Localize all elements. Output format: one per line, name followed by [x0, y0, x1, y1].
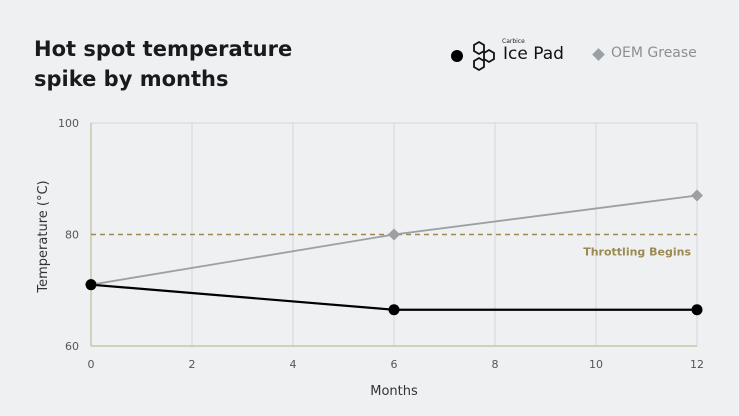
data-point-ice-pad: [388, 304, 400, 316]
legend-brand-small: Carbice: [502, 38, 525, 45]
chart-title: Hot spot temperature spike by months: [34, 37, 293, 91]
x-tick-label: 12: [690, 358, 704, 371]
x-tick-label: 4: [290, 358, 297, 371]
data-point-oem-grease: [691, 189, 703, 202]
y-tick-label: 60: [65, 340, 79, 353]
legend-brand-name: Ice Pad: [503, 44, 564, 64]
legend-marker-circle: [451, 50, 463, 62]
x-tick-label: 2: [189, 358, 196, 371]
throttling-annotation: Throttling Begins: [583, 246, 691, 259]
carbice-logo-icon: [473, 40, 495, 72]
legend-label-oem-grease: OEM Grease: [611, 45, 697, 61]
data-point-ice-pad: [691, 304, 703, 316]
y-tick-label: 100: [58, 117, 79, 130]
x-tick-label: 6: [391, 358, 398, 371]
data-point-ice-pad: [85, 279, 97, 291]
x-tick-label: 0: [88, 358, 95, 371]
x-axis-label: Months: [370, 384, 418, 399]
y-tick-label: 80: [65, 229, 79, 242]
x-tick-label: 8: [492, 358, 499, 371]
y-axis-label: Temperature (°C): [36, 180, 51, 293]
x-tick-label: 10: [589, 358, 603, 371]
data-point-oem-grease: [388, 228, 400, 241]
chart-legend: Carbice Ice Pad OEM Grease: [0, 38, 739, 78]
